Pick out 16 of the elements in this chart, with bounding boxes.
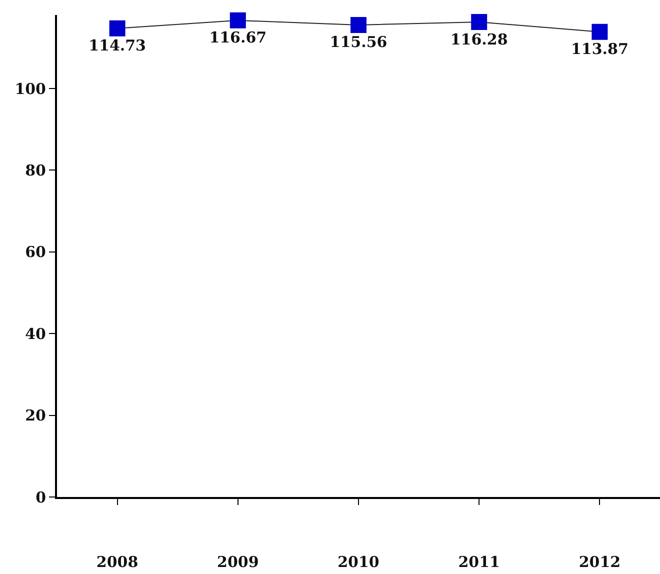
data-label: 115.56 xyxy=(330,33,388,52)
data-label: 114.73 xyxy=(88,36,146,55)
x-tick-label: 2010 xyxy=(338,553,380,571)
data-label: 116.67 xyxy=(209,28,267,47)
y-tick-label: 40 xyxy=(25,324,46,343)
y-tick-label: 20 xyxy=(25,406,46,425)
x-tick-label: 2008 xyxy=(96,553,138,571)
data-label: 113.87 xyxy=(570,40,628,58)
y-tick-label: 80 xyxy=(25,161,46,180)
y-tick-label: 0 xyxy=(36,488,46,506)
y-tick-label: 60 xyxy=(25,243,46,262)
data-label: 116.28 xyxy=(450,30,508,48)
x-tick-label: 2011 xyxy=(458,553,500,571)
x-tick-label: 2009 xyxy=(217,553,259,571)
y-tick-label: 100 xyxy=(14,80,46,98)
x-tick-label: 2012 xyxy=(578,553,621,571)
